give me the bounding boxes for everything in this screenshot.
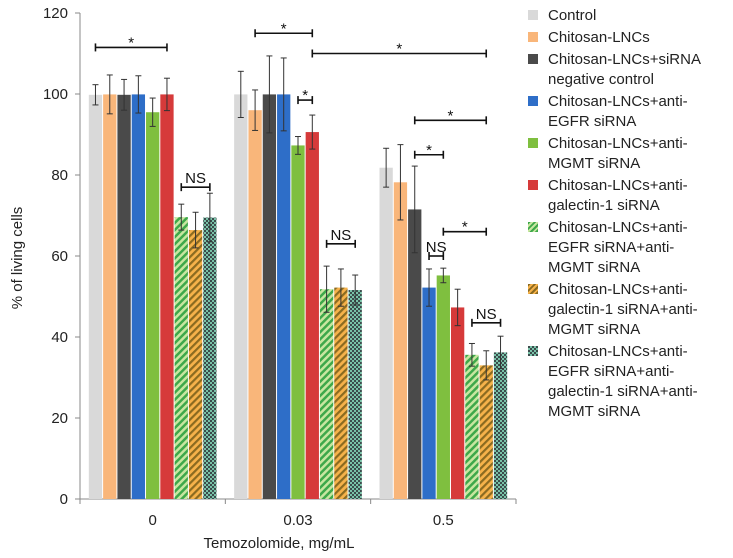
bar (262, 94, 277, 499)
legend-item: Chitosan-LNCs+anti-galectin-1 siRNA (528, 176, 733, 216)
bar (319, 289, 334, 499)
legend-swatch (528, 284, 538, 294)
bar (291, 145, 305, 499)
bar (450, 307, 465, 499)
legend-item: Chitosan-LNCs+anti- EGFR siRNA+anti-galec… (528, 342, 733, 422)
x-tick-label: 0 (148, 512, 156, 529)
significance-label: NS (426, 239, 447, 256)
legend-label: MGMT siRNA (548, 259, 641, 276)
significance-label: * (128, 34, 134, 51)
bar (188, 230, 203, 499)
legend-label: MGMT siRNA (548, 155, 641, 172)
legend-label: galectin-1 siRNA+anti- (548, 301, 698, 318)
bar-chart: 0 20 40 60 80 100 120 0 0.03 0.5 * NS * * NS * * * NS * NS %… (9, 5, 517, 552)
bar (465, 354, 479, 499)
bar (160, 94, 174, 499)
significance-label: * (448, 107, 454, 124)
bar (436, 275, 450, 499)
bar (174, 217, 188, 499)
y-axis-title: % of living cells (9, 207, 26, 310)
y-tick-label: 120 (43, 5, 68, 22)
legend-label: Chitosan-LNCs+anti- (548, 219, 688, 236)
significance-label: * (396, 41, 402, 58)
legend-swatch (528, 10, 538, 20)
bar (305, 132, 319, 499)
legend-swatch (528, 54, 538, 64)
legend-label: EGFR siRNA+anti- (548, 239, 675, 256)
bar (408, 209, 422, 500)
legend-item: Chitosan-LNCs+anti- EGFR siRNA+anti- MGMT … (528, 218, 733, 278)
bar (393, 182, 408, 500)
y-tick-label: 60 (51, 248, 68, 265)
y-tick-label: 40 (51, 329, 68, 346)
y-tick-label: 0 (60, 491, 68, 508)
x-tick-label: 0.5 (433, 512, 454, 529)
bar (348, 290, 362, 499)
bar (203, 217, 217, 499)
bar (103, 94, 117, 499)
legend-item: Control (528, 6, 733, 26)
x-axis-title: Temozolomide, mg/mL (204, 535, 355, 552)
legend-swatch (528, 96, 538, 106)
legend-swatch (528, 346, 538, 356)
legend-label: EGFR siRNA+anti- (548, 363, 675, 380)
legend-label: MGMT siRNA (548, 321, 641, 338)
bar (131, 94, 146, 499)
significance-label: * (462, 219, 468, 236)
legend-swatch (528, 32, 538, 42)
legend-label: Control (548, 7, 597, 24)
legend-label: Chitosan-LNCs+anti- (548, 343, 688, 360)
bar (88, 94, 103, 499)
legend-item: Chitosan-LNCs+anti-galectin-1 siRNA+anti… (528, 280, 733, 340)
legend-item: Chitosan-LNCs+anti- MGMT siRNA (528, 134, 733, 174)
x-tick-label: 0.03 (283, 512, 312, 529)
legend-label: negative control (548, 71, 654, 88)
significance-label: NS (330, 227, 351, 244)
significance-label: NS (185, 170, 206, 187)
significance-label: * (302, 87, 308, 104)
chart-legend: Control Chitosan-LNCs Chitosan-LNCs+siRNA n… (528, 6, 733, 424)
legend-item: Chitosan-LNCs+anti- EGFR siRNA (528, 92, 733, 132)
y-tick-label: 100 (43, 86, 68, 103)
legend-label: Chitosan-LNCs+anti- (548, 93, 688, 110)
legend-label: EGFR siRNA (548, 113, 637, 130)
bar (248, 110, 262, 499)
bar (422, 287, 436, 499)
legend-label: Chitosan-LNCs (548, 29, 650, 46)
significance-label: NS (476, 306, 497, 323)
legend-swatch (528, 138, 538, 148)
legend-item: Chitosan-LNCs+siRNA negative control (528, 50, 733, 90)
legend-label: Chitosan-LNCs+anti- (548, 177, 688, 194)
legend-label: Chitosan-LNCs+anti- (548, 281, 688, 298)
bar (117, 94, 131, 499)
significance-label: * (281, 20, 287, 37)
legend-swatch (528, 222, 538, 232)
bar (146, 112, 160, 499)
legend-label: MGMT siRNA (548, 403, 641, 420)
bar (234, 94, 248, 499)
bar (479, 365, 493, 499)
y-tick-label: 20 (51, 410, 68, 427)
legend-label: galectin-1 siRNA (548, 197, 660, 214)
bar (379, 167, 393, 499)
y-tick-label: 80 (51, 167, 68, 184)
legend-label: galectin-1 siRNA+anti- (548, 383, 698, 400)
legend-item: Chitosan-LNCs (528, 28, 733, 48)
bar (277, 94, 291, 499)
bar (493, 352, 508, 499)
significance-label: * (426, 142, 432, 159)
bar (334, 287, 348, 499)
legend-swatch (528, 180, 538, 190)
legend-label: Chitosan-LNCs+siRNA (548, 51, 701, 68)
legend-label: Chitosan-LNCs+anti- (548, 135, 688, 152)
